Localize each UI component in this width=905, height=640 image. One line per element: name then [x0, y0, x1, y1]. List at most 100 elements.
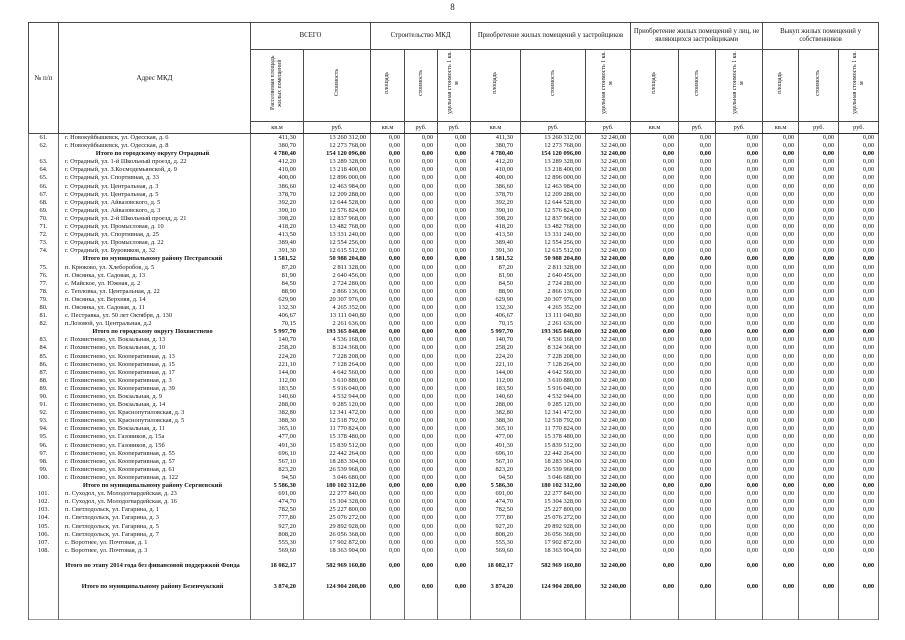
address: г. Похвистнево, ул. Краснопутиловская, д… [58, 417, 251, 426]
row-number: 82. [28, 320, 59, 329]
dev-area: 413,50 [470, 231, 522, 240]
constr-area: 0,00 [370, 506, 406, 515]
dev-area: 477,00 [470, 433, 522, 442]
buyout-cost: 0,00 [798, 328, 840, 337]
constr-unit-cost: 0,00 [437, 441, 472, 450]
table-row: 93. г. Похвистнево, ул. Краснопутиловская… [28, 417, 880, 426]
buyout-area: 0,00 [762, 352, 800, 361]
constr-area: 0,00 [370, 198, 406, 207]
constr-unit-cost: 0,00 [437, 514, 472, 523]
table-row: 80. п. Овсянка, ул. Садовая, д. 11 132,30 4… [28, 303, 880, 313]
constr-unit-cost: 0,00 [437, 174, 472, 183]
constr-cost: 0,00 [404, 482, 439, 491]
buyout-cost: 0,00 [798, 441, 840, 450]
total-cost: 13 482 768,00 [302, 223, 372, 232]
buyout-cost: 0,00 [798, 530, 840, 539]
nondev-area: 0,00 [630, 425, 680, 434]
buyout-unit-cost: 0,00 [838, 336, 880, 345]
constr-area: 0,00 [370, 441, 406, 450]
buyout-area: 0,00 [762, 320, 800, 329]
row-number [28, 328, 59, 337]
constr-area: 0,00 [370, 239, 406, 248]
constr-area: 0,00 [370, 214, 406, 224]
buyout-cost: 0,00 [798, 271, 840, 280]
address: г. Похвистнево, ул. Кооперативная, д. 3 [58, 376, 251, 385]
nondev-area: 0,00 [630, 239, 680, 248]
dev-cost: 13 111 040,80 [520, 312, 587, 321]
dev-unit-cost: 32 240,00 [585, 142, 632, 151]
dev-unit-cost: 32 240,00 [585, 231, 632, 240]
buyout-cost: 0,00 [798, 287, 840, 296]
constr-unit-cost: 0,00 [437, 312, 472, 321]
constr-cost: 0,00 [404, 546, 439, 555]
nondev-area: 0,00 [630, 150, 680, 159]
buyout-cost: 0,00 [798, 433, 840, 442]
nondev-cost: 0,00 [678, 142, 717, 151]
dev-cost: 2 724 280,00 [520, 279, 587, 288]
total-cost: 12 209 288,00 [302, 190, 372, 199]
row-number [28, 575, 59, 597]
constr-cost: 0,00 [404, 409, 439, 418]
nondev-area: 0,00 [630, 384, 680, 393]
row-number: 72. [28, 231, 59, 240]
col-dev-unit-cost: удельная стоимость 1 кв. м [585, 49, 632, 122]
address: Итого по муниципальному району Сергиевск… [58, 482, 251, 491]
row-number: 96. [28, 441, 59, 450]
nondev-unit-cost: 0,00 [715, 384, 764, 393]
dev-area: 5 997,70 [470, 328, 522, 337]
nondev-cost: 0,00 [678, 401, 717, 410]
row-number: 67. [28, 190, 59, 199]
constr-area: 0,00 [370, 206, 406, 215]
dev-area: 410,00 [470, 166, 522, 175]
table-row: 89. г. Похвистнево, ул. Кооперативная, д.… [28, 384, 880, 393]
address: с. Тепловка, ул. Центральная, д. 22 [58, 287, 251, 296]
address: Итого по городскому округу Похвистнево [58, 328, 251, 337]
buyout-area: 0,00 [762, 133, 800, 143]
nondev-unit-cost: 0,00 [715, 498, 764, 507]
total-cost: 15 378 480,00 [302, 433, 372, 442]
nondev-area: 0,00 [630, 393, 680, 402]
address: г. Похвистнево, ул. Вокзальная, д. 14 [58, 401, 251, 410]
nondev-unit-cost: 0,00 [715, 263, 764, 272]
total-area: 629,90 [250, 295, 304, 304]
constr-unit-cost: 0,00 [437, 287, 472, 296]
total-area: 691,00 [250, 490, 304, 499]
row-number: 84. [28, 344, 59, 353]
buyout-area: 0,00 [762, 214, 800, 224]
dev-area: 629,90 [470, 295, 522, 304]
nondev-cost: 0,00 [678, 465, 717, 474]
nondev-cost: 0,00 [678, 498, 717, 507]
constr-area: 0,00 [370, 514, 406, 523]
dev-cost: 18 363 904,00 [520, 546, 587, 555]
table-row: 65. г. Отрадный, ул. Спортивная, д. 33 400… [28, 174, 880, 183]
constr-unit-cost: 0,00 [437, 279, 472, 288]
dev-unit-cost: 32 240,00 [585, 198, 632, 207]
total-area: 555,30 [250, 538, 304, 547]
summary-row: Итого по городскому округу Отрадный 4 780… [28, 150, 880, 159]
buyout-cost: 0,00 [798, 255, 840, 264]
total-cost: 18 283 304,00 [302, 457, 372, 466]
dev-unit-cost: 32 240,00 [585, 498, 632, 507]
address: г. Похвистнево, ул. Газовиков, д. 15б [58, 441, 251, 450]
total-cost: 29 892 928,00 [302, 522, 372, 531]
dev-area: 567,10 [470, 457, 522, 466]
col-dev-area: площадь [470, 49, 522, 122]
nondev-area: 0,00 [630, 368, 680, 377]
dev-cost: 8 324 368,00 [520, 344, 587, 353]
constr-cost: 0,00 [404, 473, 439, 483]
constr-cost: 0,00 [404, 263, 439, 272]
header-address: Адрес МКД [58, 22, 251, 134]
table-row: 62. г. Новокуйбышевск, ул. Одесская, д. 8… [28, 142, 880, 151]
nondev-cost: 0,00 [678, 320, 717, 329]
nondev-area: 0,00 [630, 417, 680, 426]
dev-area: 555,30 [470, 538, 522, 547]
dev-area: 140,60 [470, 393, 522, 402]
dev-unit-cost: 32 240,00 [585, 546, 632, 555]
nondev-cost: 0,00 [678, 223, 717, 232]
nondev-unit-cost: 0,00 [715, 287, 764, 296]
unit-label: кв.м [370, 121, 406, 134]
buyout-unit-cost: 0,00 [838, 425, 880, 434]
dev-area: 691,00 [470, 490, 522, 499]
buyout-unit-cost: 0,00 [838, 514, 880, 523]
